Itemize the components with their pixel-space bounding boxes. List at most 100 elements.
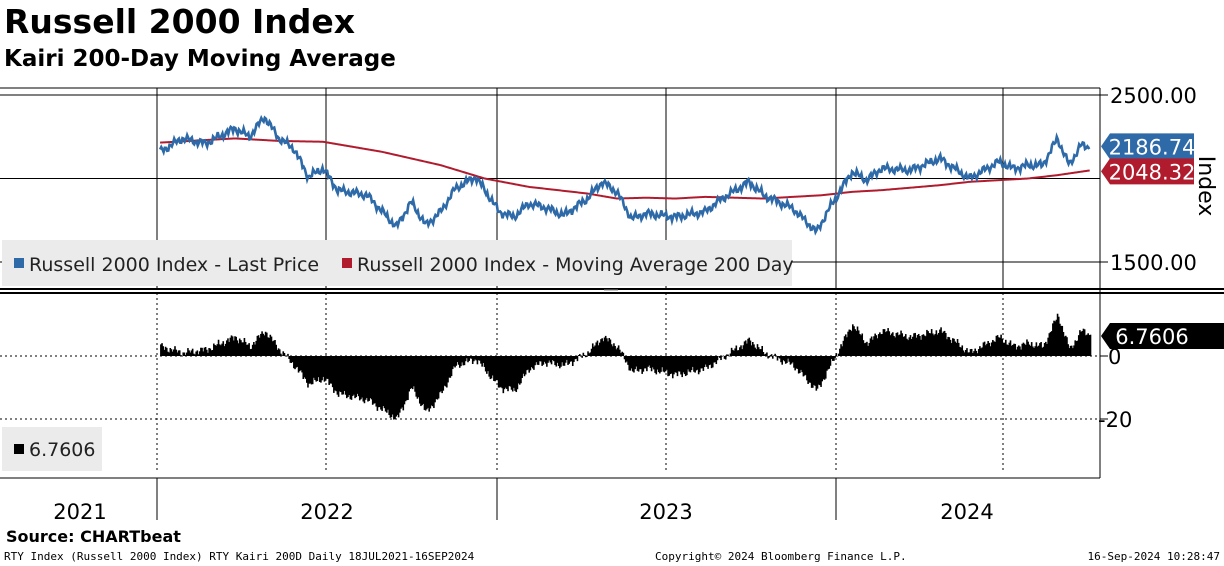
kairi-bar [441,356,443,394]
kairi-bar [819,356,821,386]
kairi-bar [484,356,487,372]
kairi-bar [294,356,296,370]
kairi-bar [573,356,575,362]
kairi-bar [278,349,281,356]
kairi-bar [1030,342,1033,356]
legend-background [2,240,792,286]
kairi-bar [542,356,545,365]
kairi-bar [221,343,223,356]
kairi-bar [835,353,838,356]
kairi-bar [583,354,586,356]
kairi-bar [763,354,766,356]
kairi-bar [777,356,780,358]
kairi-bar [787,356,789,359]
kairi-bar [517,356,520,384]
kairi-bar [806,356,808,381]
kairi-bar [253,342,255,356]
kairi-bar [570,356,573,362]
kairi-bar [289,356,292,363]
kairi-bar [256,335,259,356]
kairi-bar [683,356,686,375]
kairi-bar [722,355,725,357]
y-tick-label: 1500.00 [1110,251,1197,275]
last-price-tag-box [1101,133,1194,160]
kairi-bar [1053,320,1055,356]
kairi-bar [719,356,721,358]
kairi-bar [907,340,909,356]
x-tick-label: 2021 [53,500,106,520]
kairi-bar [1007,345,1009,356]
kairi-bar [887,328,889,356]
kairi-bar [801,356,804,373]
kairi-bar [1020,349,1022,356]
kairi-bar [283,352,286,356]
kairi-bar [340,356,342,393]
kairi-bar [895,333,898,356]
kairi-bar [293,356,295,369]
kairi-bar [979,346,981,356]
kairi-bar [702,356,705,371]
kairi-bar [1026,339,1028,356]
kairi-bar [1060,325,1062,356]
kairi-bar [366,356,368,398]
kairi-bar [460,356,462,367]
kairi-bar [893,336,895,356]
kairi-bar [642,356,645,372]
kairi-bar [795,356,798,369]
kairi-bar [594,345,596,356]
kairi-bar [330,356,333,384]
kairi-bar [1003,342,1006,356]
kairi-bar [921,334,924,356]
kairi-bar [619,349,621,356]
kairi-bar [848,329,851,356]
kairi-bar [427,356,429,408]
kairi-bar [982,342,985,356]
kairi-bar [653,356,655,370]
kairi-bar [268,337,270,356]
kairi-bar [566,356,568,360]
kairi-bar [628,356,631,371]
kairi-bar [516,356,519,390]
kairi-bar [1015,349,1018,356]
kairi-bar [757,347,760,356]
kairi-bar [280,353,282,356]
kairi-bar [413,356,415,387]
kairi-bar [489,356,492,380]
kairi-bar [684,356,687,377]
kairi-bar [410,356,413,389]
kairi-bar [342,356,345,395]
kairi-bar [899,334,901,356]
kairi-bar [562,356,565,366]
kairi-bar [626,356,628,362]
kairi-bar [310,356,313,385]
kairi-bar [1034,346,1037,356]
kairi-bar [431,356,434,407]
kairi-bar [961,345,964,356]
kairi-bar [347,356,349,397]
kairi-bar [420,356,422,407]
kairi-bar [455,356,458,366]
kairi-bar [373,356,375,404]
kairi-bar [779,356,781,359]
kairi-bar [247,344,249,356]
kairi-bar [449,356,452,378]
kairi-bar [892,332,894,356]
kairi-bar [547,356,549,363]
kairi-bar [706,356,708,367]
kairi-bar [225,340,228,356]
kairi-bar [454,356,456,368]
kairi-bar [180,355,182,356]
kairi-bar [438,356,441,393]
kairi-bar [580,355,582,357]
kairi-bar [616,347,619,356]
kairi-bar [919,336,921,356]
kairi-bar [677,356,680,372]
x-tick-label: 2024 [940,500,993,520]
kairi-bar [894,337,896,356]
kairi-bar [350,356,353,400]
kairi-bar [1052,323,1054,356]
kairi-bar [1079,330,1081,356]
kairi-bar [916,335,919,356]
kairi-bar [746,343,748,356]
kairi-bar [896,332,899,356]
